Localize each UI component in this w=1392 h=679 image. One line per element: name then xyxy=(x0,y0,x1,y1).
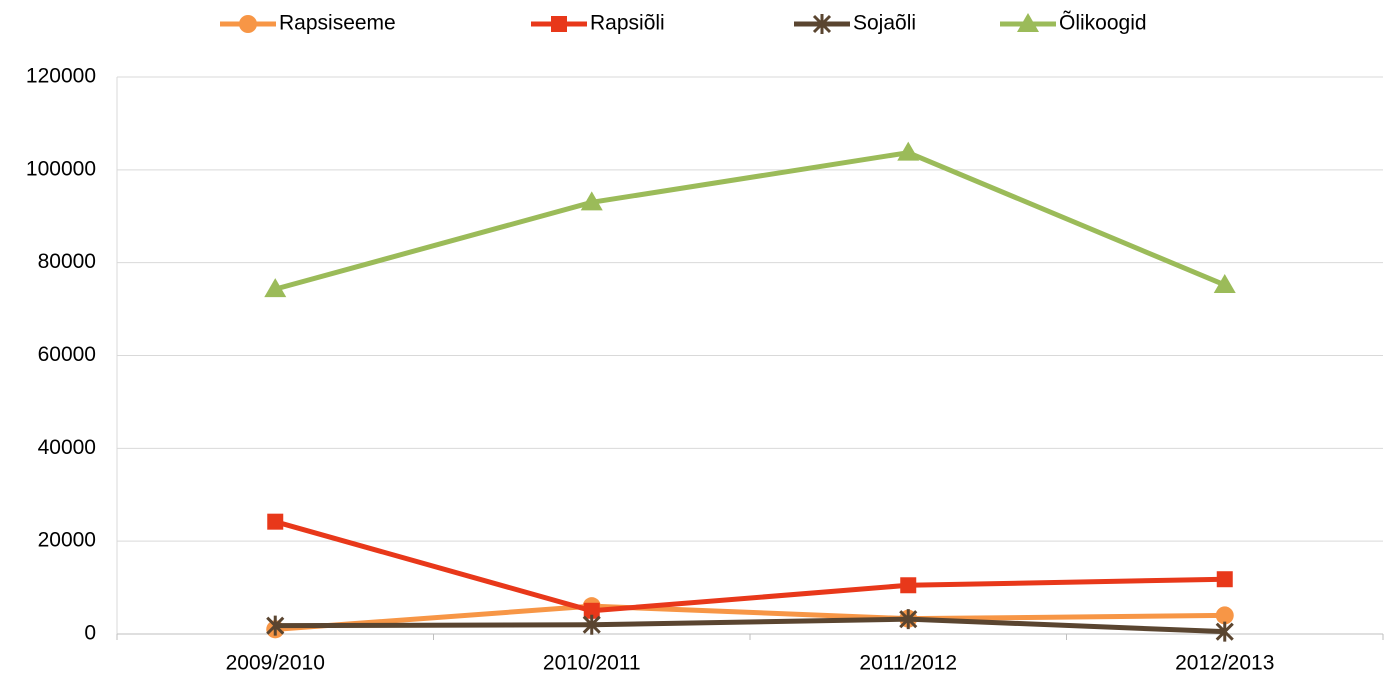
grid: 0 20000 40000 60000 80000 100000 120000 2009/20… xyxy=(26,65,1384,675)
marker xyxy=(580,191,603,211)
marker xyxy=(1216,571,1233,588)
series-line xyxy=(274,150,1226,292)
marker xyxy=(1213,273,1236,293)
legend-label: Rapsiseeme xyxy=(279,12,396,35)
x-tick-label: 2009/2010 xyxy=(226,652,325,675)
series-line xyxy=(275,616,1225,635)
marker xyxy=(551,16,567,32)
marker xyxy=(812,14,832,34)
marker xyxy=(1215,621,1234,642)
series-line xyxy=(275,603,1225,632)
legend-label: Rapsiõli xyxy=(590,12,665,35)
marker xyxy=(582,614,601,635)
marker xyxy=(264,278,287,298)
y-tick-label: 80000 xyxy=(38,250,96,273)
x-tick-label: 2012/2013 xyxy=(1175,652,1274,675)
y-tick-label: 120000 xyxy=(26,65,96,88)
legend-label: Sojaõli xyxy=(853,12,916,35)
y-tick-label: 100000 xyxy=(26,157,96,180)
x-tick-label: 2011/2012 xyxy=(859,652,957,675)
marker xyxy=(239,15,257,33)
marker xyxy=(897,141,920,161)
marker xyxy=(899,609,918,630)
y-tick-label: 60000 xyxy=(38,343,96,366)
marker xyxy=(1215,606,1234,625)
marker xyxy=(900,577,917,594)
y-tick-label: 20000 xyxy=(38,529,96,552)
marker xyxy=(267,513,284,530)
series-layer xyxy=(264,141,1236,642)
x-tick-label: 2010/2011 xyxy=(543,652,641,675)
legend: Rapsiseeme Rapsiõli Sojaõli Õlikoogid xyxy=(220,11,1147,35)
marker xyxy=(1017,13,1039,32)
marker xyxy=(583,602,600,619)
y-tick-label: 0 xyxy=(84,622,96,645)
legend-label: Õlikoogid xyxy=(1059,11,1147,35)
y-tick-label: 40000 xyxy=(38,436,96,459)
marker xyxy=(266,615,285,636)
series-line xyxy=(274,519,1225,614)
